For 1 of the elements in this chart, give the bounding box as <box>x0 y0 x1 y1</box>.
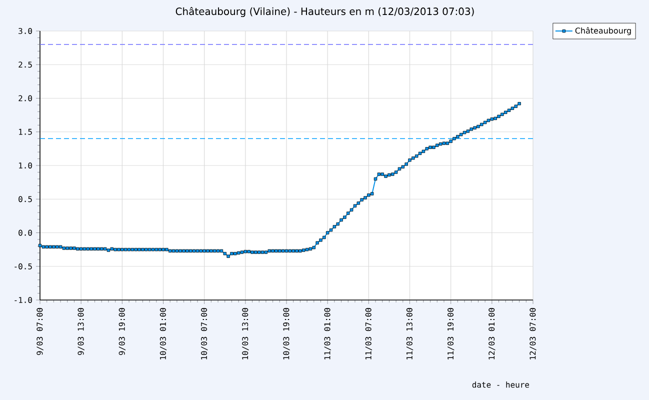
chart-title: Châteaubourg (Vilaine) - Hauteurs en m (12/03/2013 07:03) <box>176 6 474 18</box>
